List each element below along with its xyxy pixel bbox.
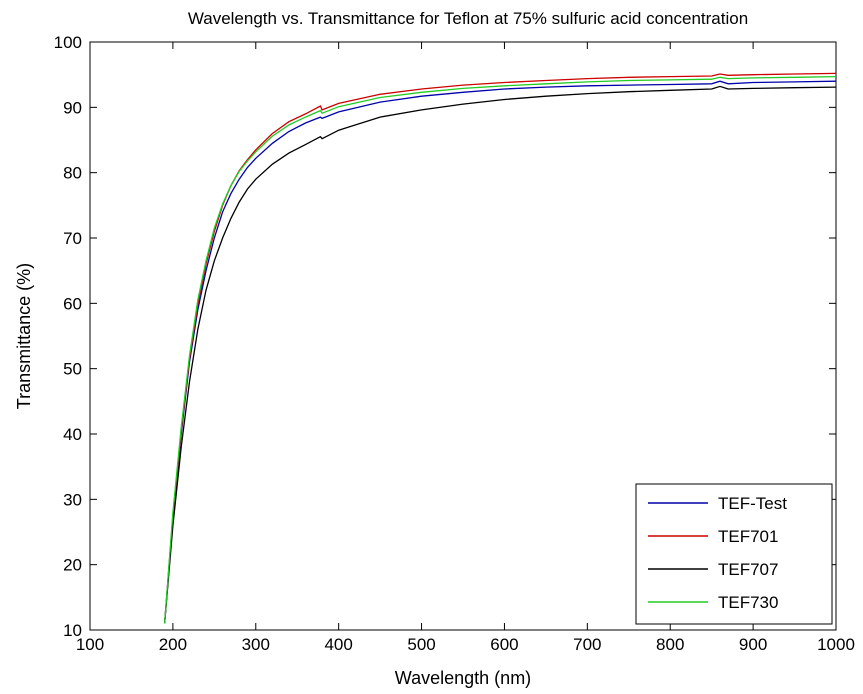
x-axis-label: Wavelength (nm) xyxy=(395,668,531,688)
series-lines xyxy=(163,72,837,624)
y-tick-label: 70 xyxy=(63,229,82,248)
legend-label: TEF701 xyxy=(718,527,778,546)
legend-label: TEF707 xyxy=(718,560,778,579)
y-tick-label: 100 xyxy=(54,33,82,52)
y-tick-label: 90 xyxy=(63,98,82,117)
x-tick-label: 400 xyxy=(324,635,352,654)
x-tick-label: 500 xyxy=(407,635,435,654)
x-tick-label: 800 xyxy=(656,635,684,654)
y-tick-label: 30 xyxy=(63,490,82,509)
legend-label: TEF-Test xyxy=(718,494,787,513)
series-line-tef707 xyxy=(163,85,837,624)
chart-title: Wavelength vs. Transmittance for Teflon … xyxy=(188,9,748,28)
series-line-tef730 xyxy=(163,75,837,624)
y-tick-label: 80 xyxy=(63,164,82,183)
y-tick-label: 10 xyxy=(63,621,82,640)
legend-label: TEF730 xyxy=(718,593,778,612)
x-tick-label: 300 xyxy=(242,635,270,654)
series-line-tef-test xyxy=(163,80,837,624)
x-tick-label: 900 xyxy=(739,635,767,654)
legend: TEF-Test TEF701 TEF707 TEF730 xyxy=(635,483,833,625)
legend-box xyxy=(635,483,833,625)
y-axis-label: Transmittance (%) xyxy=(14,263,34,409)
y-tick-label: 60 xyxy=(63,294,82,313)
x-tick-label: 100 xyxy=(76,635,104,654)
x-tick-label: 700 xyxy=(573,635,601,654)
x-tick-label: 200 xyxy=(159,635,187,654)
series-line-tef701 xyxy=(163,72,837,624)
y-tick-label: 40 xyxy=(63,425,82,444)
y-tick-label: 50 xyxy=(63,360,82,379)
y-tick-label: 20 xyxy=(63,556,82,575)
axis-ticks: 100 200 300 400 500 600 700 800 900 1000 10 20 30 40 5… xyxy=(54,33,855,654)
x-tick-label: 600 xyxy=(490,635,518,654)
x-tick-label: 1000 xyxy=(817,635,855,654)
